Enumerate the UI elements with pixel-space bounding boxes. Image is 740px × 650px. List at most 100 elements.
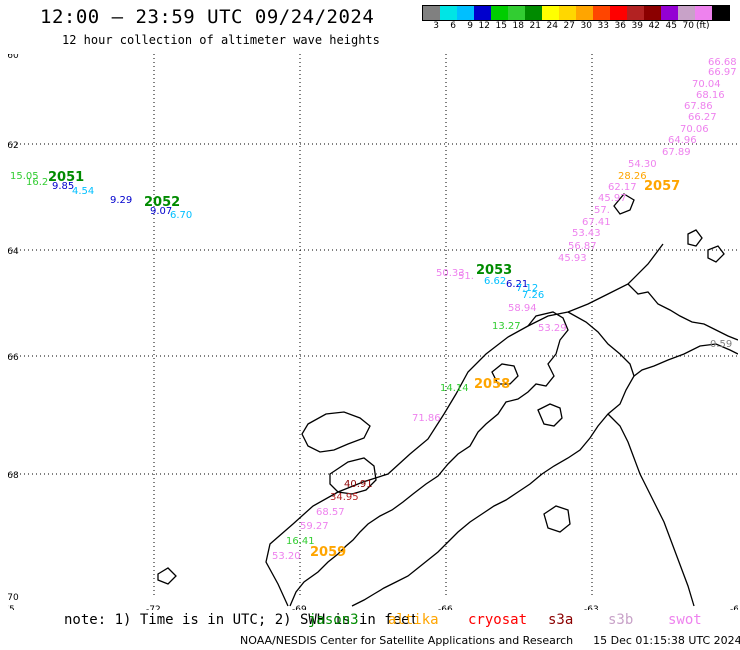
scale-label: 15 [495,21,507,31]
scale-swatch [661,6,678,20]
scale-label: (ft) [696,21,710,31]
pass-number-label: 2057 [644,179,680,194]
scale-label: 12 [478,21,490,31]
scale-label: 42 [648,21,660,31]
wave-height-value: 64.96 [668,135,697,146]
scale-label: 9 [467,21,473,31]
wave-height-map: -60 -62 -64 -66 -68 -70 -75 -72 -69 -66 -63 -60 66.… [8,54,738,610]
wave-height-value: 71.86 [412,413,441,424]
wave-height-value: 40.91 [344,479,373,490]
wave-height-value: 58.94 [508,303,537,314]
scale-label: 24 [546,21,558,31]
wave-height-value: 50.33 [436,268,465,279]
wave-height-value: 70.04 [692,79,721,90]
scale-swatch [525,6,542,20]
satellite-legend-swot: swot [668,612,702,628]
lat-lon-grid [8,54,738,596]
map-title: 12:00 – 23:59 UTC 09/24/2024 [40,6,375,28]
scale-swatch [576,6,593,20]
wave-height-value: 53.29 [538,323,567,334]
axis-labels: -60 -62 -64 -66 -68 -70 -75 -72 -69 -66 -63 -60 [8,54,738,610]
scale-swatch [678,6,695,20]
longitude-label: -69 [292,605,307,610]
scale-label: 21 [529,21,541,31]
wave-height-value: 7.26 [522,290,544,301]
wave-height-value: 6.62 [484,276,506,287]
scale-swatch [440,6,457,20]
map-subtitle: 12 hour collection of altimeter wave hei… [62,33,380,47]
wave-height-value: 70.06 [680,124,709,135]
scale-swatch [491,6,508,20]
pass-number-label: 2052 [144,195,180,210]
wave-height-value: 59.27 [300,521,329,532]
latitude-label: -60 [8,54,19,61]
scale-label: 30 [580,21,592,31]
longitude-label: -63 [584,605,599,610]
scale-swatch [593,6,610,20]
scale-label: 36 [614,21,626,31]
footer: NOAA/NESDIS Center for Satellite Applica… [240,634,740,647]
wave-height-value: 53.43 [572,228,601,239]
scale-label: 70 [682,21,694,31]
scale-swatch [474,6,491,20]
wave-height-value: 68.16 [696,90,725,101]
footer-credit: NOAA/NESDIS Center for Satellite Applica… [240,634,574,647]
wave-height-value: 56.87 [568,241,597,252]
scale-label: 39 [631,21,643,31]
longitude-label: -66 [438,605,453,610]
scale-label: 6 [450,21,456,31]
wave-height-value: 16.2 [26,177,48,188]
wave-height-value: 6.21 [506,279,528,290]
wave-height-value: 67.86 [684,101,713,112]
satellite-legend-s3b: s3b [608,612,634,628]
wave-height-value: 66.68 [708,57,737,68]
wave-height-value: 62.17 [608,182,637,193]
wave-height-value: 4.54 [72,186,94,197]
satellite-legend-cryosat: cryosat [468,612,528,628]
wave-height-value: 51. [458,271,474,282]
wave-height-value: 45.97 [598,193,627,204]
wave-height-value: 9.29 [110,195,132,206]
scale-swatch [644,6,661,20]
satellite-legend-s3a: s3a [548,612,574,628]
wave-height-value: 15.05 [10,171,39,182]
scale-label: 45 [665,21,677,31]
pass-labels: 2051 2052 2053 2057 2058 2059 [48,170,680,560]
wave-height-value: 66.97 [708,67,737,78]
wave-height-value: 14.14 [440,383,469,394]
color-scale-bar [422,5,730,21]
scale-swatch [423,6,440,20]
latitude-label: -64 [8,247,19,257]
scale-swatch [627,6,644,20]
color-scale-labels: 3 6 9 12 15 18 21 24 27 30 33 36 39 42 45 70 (ft) [422,21,716,31]
longitude-label: -72 [146,605,161,610]
latitude-label: -62 [8,141,19,151]
scale-label: 27 [563,21,575,31]
footer-timestamp: 15 Dec 01:15:38 UTC 2024 [593,634,740,647]
wave-height-value: 57. [594,205,610,216]
wave-height-value: 45.93 [558,253,587,264]
scale-label: 3 [433,21,439,31]
wave-height-value: 7.12 [516,283,538,294]
wave-height-value: 34.95 [330,492,359,503]
latitude-label: -68 [8,471,19,481]
scale-swatch [610,6,627,20]
wave-height-value: 68.57 [316,507,345,518]
wave-height-value: 13.27 [492,321,521,332]
wave-height-value: 6.70 [170,210,192,221]
scale-swatch [508,6,525,20]
pass-number-label: 2059 [310,545,346,560]
satellite-legend-altika: altika [388,612,439,628]
scale-swatch [542,6,559,20]
wave-height-value: 53.20 [272,551,301,562]
scale-swatch [712,6,729,20]
latitude-label: -70 [8,593,19,603]
wave-height-value: 0.59 [710,339,732,350]
longitude-label: -75 [8,605,15,610]
antarctic-peninsula-coastline [157,193,738,607]
scale-label: 33 [597,21,609,31]
longitude-label: -60 [730,605,738,610]
wave-height-value: 54.30 [628,159,657,170]
wave-height-value: 9.07 [150,206,172,217]
scale-swatch [695,6,712,20]
